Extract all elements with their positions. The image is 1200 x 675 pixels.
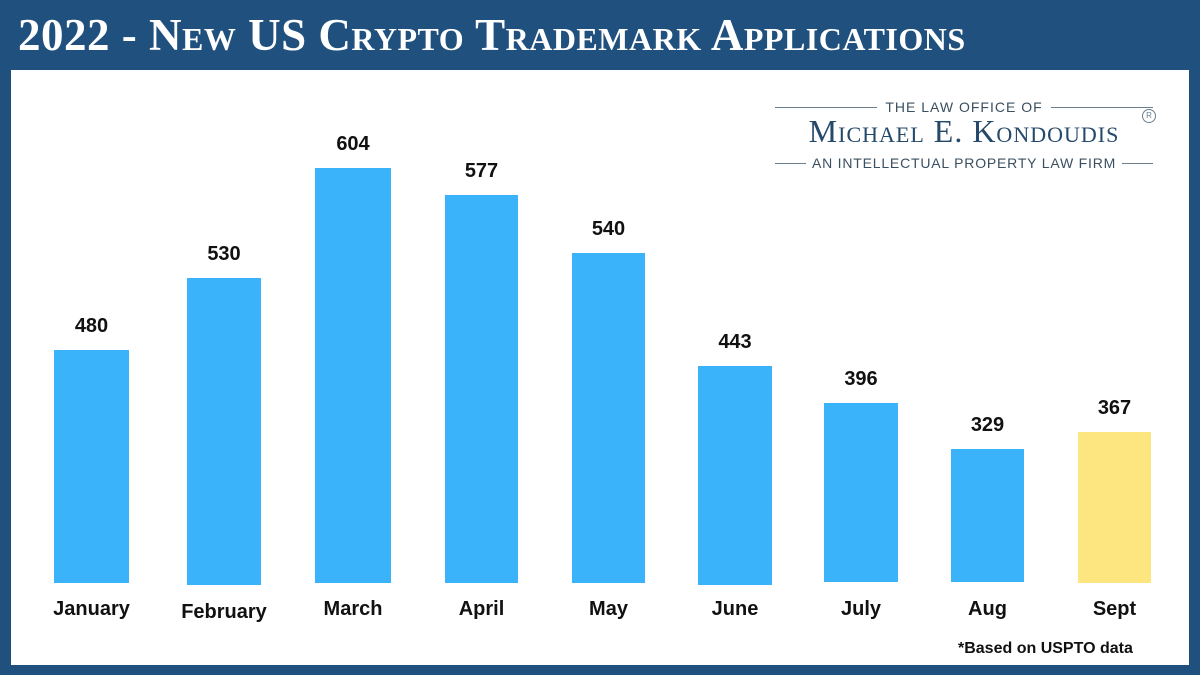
divider (775, 106, 878, 108)
category-label: July (840, 598, 882, 620)
category-label: February (181, 601, 267, 623)
bar-value-label: 443 (718, 331, 752, 353)
bar-april (445, 195, 518, 583)
bar-value-label: 396 (844, 368, 878, 390)
bar-may (572, 253, 645, 583)
category-label: June (711, 598, 759, 620)
law-firm-logo: THE LAW OFFICE OF Michael E. Kondoudis R… (775, 97, 1165, 177)
bar-july (824, 403, 898, 582)
bar-june (698, 366, 772, 585)
logo-top-line: THE LAW OFFICE OF (775, 97, 1154, 117)
bar-value-label: 530 (207, 243, 241, 265)
divider (1050, 106, 1154, 108)
footnote: *Based on USPTO data (958, 640, 1133, 657)
bar-value-label: 367 (1097, 397, 1132, 419)
category-label: Aug (968, 598, 1007, 620)
divider (775, 162, 806, 164)
bar-march (315, 168, 391, 583)
bar-value-label: 329 (970, 414, 1005, 436)
bar-sept (1078, 432, 1151, 583)
logo-line1: THE LAW OFFICE OF (885, 99, 1043, 115)
logo-bottom-line: AN INTELLECTUAL PROPERTY LAW FIRM (775, 153, 1153, 173)
chart-title: 2022 - New US Crypto Trademark Applicati… (18, 10, 966, 60)
title-banner: 2022 - New US Crypto Trademark Applicati… (0, 0, 1200, 70)
category-label: Sept (1092, 598, 1137, 620)
divider (1122, 162, 1153, 164)
logo-name: Michael E. Kondoudis (808, 113, 1120, 149)
category-label: May (589, 598, 628, 620)
bar-value-label: 540 (591, 218, 626, 240)
bar-value-label: 480 (74, 315, 109, 337)
category-label: January (53, 598, 130, 620)
registered-mark-icon: R (1142, 109, 1156, 123)
bar-value-label: 604 (336, 133, 370, 155)
category-label: March (323, 598, 383, 620)
category-label: April (458, 598, 505, 620)
bar-february (187, 278, 261, 585)
bar-january (54, 350, 129, 583)
logo-line3: AN INTELLECTUAL PROPERTY LAW FIRM (811, 155, 1117, 171)
bar-value-label: 577 (464, 160, 499, 182)
bar-aug (951, 449, 1024, 582)
